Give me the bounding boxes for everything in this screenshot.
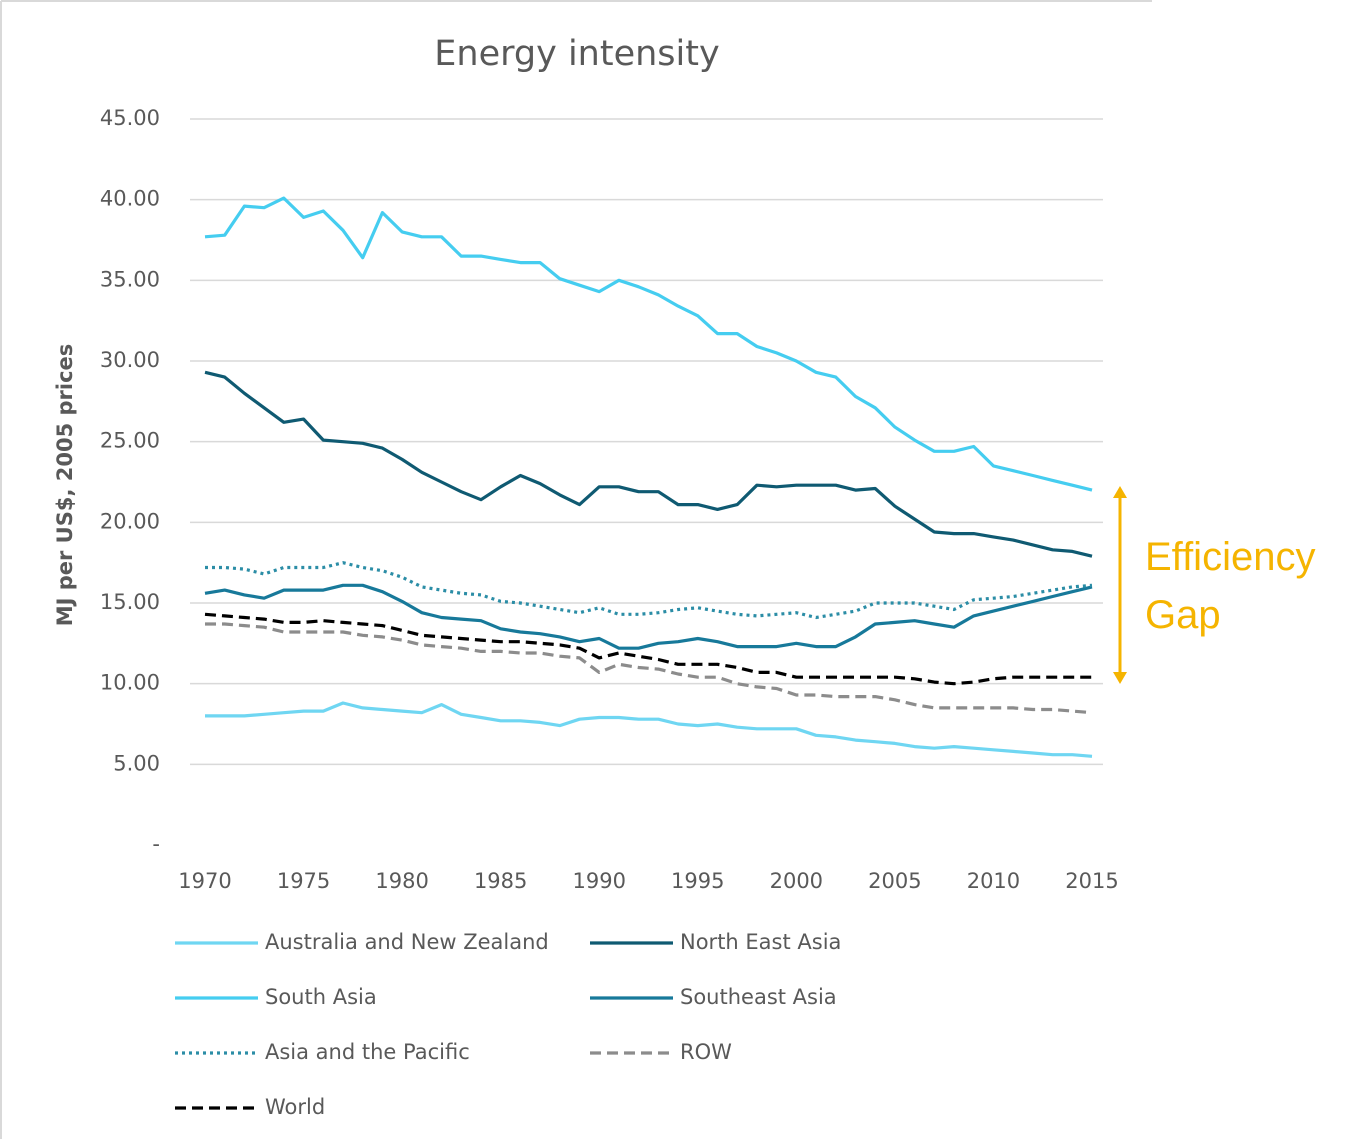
series-line bbox=[205, 701, 1093, 758]
x-tick-label: 2010 bbox=[967, 869, 1020, 893]
x-tick-label: 2005 bbox=[868, 869, 921, 893]
legend-label: South Asia bbox=[265, 985, 377, 1009]
legend-label: Australia and New Zealand bbox=[265, 930, 549, 954]
y-tick-label: 35.00 bbox=[100, 267, 160, 291]
y-tick-label: 30.00 bbox=[100, 348, 160, 372]
x-tick-label: 2000 bbox=[770, 869, 823, 893]
x-tick-label: 1995 bbox=[671, 869, 724, 893]
y-tick-label: 25.00 bbox=[100, 429, 160, 453]
series-line bbox=[204, 196, 1093, 492]
y-tick-label: 20.00 bbox=[100, 509, 160, 533]
x-tick-label: 1975 bbox=[277, 869, 330, 893]
y-tick-label: - bbox=[152, 832, 160, 856]
legend-label: Asia and the Pacific bbox=[265, 1040, 470, 1064]
legend-label: North East Asia bbox=[680, 930, 841, 954]
legend-label: World bbox=[265, 1095, 325, 1119]
series-line bbox=[204, 370, 1093, 558]
x-tick-label: 1985 bbox=[474, 869, 527, 893]
chart-title: Energy intensity bbox=[434, 34, 719, 74]
series-line bbox=[204, 583, 1093, 650]
y-tick-label: 15.00 bbox=[100, 590, 160, 614]
annotation: Efficiency Gap bbox=[1145, 535, 1316, 637]
efficiency-arrow bbox=[1113, 486, 1127, 684]
y-axis-label: MJ per US$, 2005 prices bbox=[53, 344, 77, 627]
x-tick-label: 1970 bbox=[178, 869, 231, 893]
y-tick-label: 5.00 bbox=[113, 751, 160, 775]
arrow-head bbox=[1113, 486, 1127, 498]
x-tick-label: 1980 bbox=[375, 869, 428, 893]
y-tick-label: 45.00 bbox=[100, 106, 160, 130]
series-line bbox=[205, 561, 1093, 620]
legend-label: ROW bbox=[680, 1040, 732, 1064]
arrow-head bbox=[1113, 672, 1127, 684]
y-tick-label: 10.00 bbox=[100, 671, 160, 695]
x-tick-label: 1990 bbox=[572, 869, 625, 893]
y-tick-label: 40.00 bbox=[100, 187, 160, 211]
series-line bbox=[204, 612, 1092, 686]
series-line bbox=[205, 622, 1093, 715]
x-tick-label: 2015 bbox=[1065, 869, 1118, 893]
legend-label: Southeast Asia bbox=[680, 985, 837, 1009]
